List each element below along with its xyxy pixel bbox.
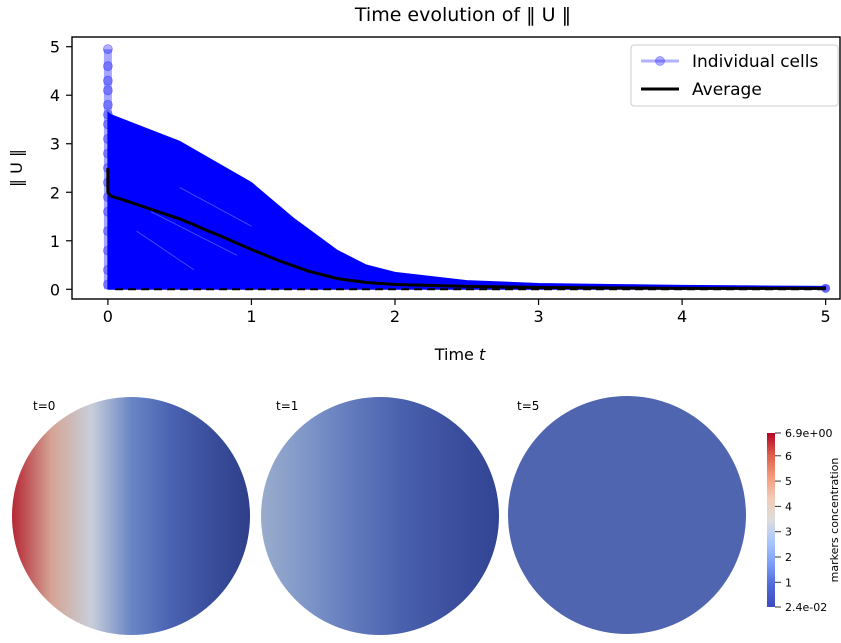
series-individual-cells-marker bbox=[103, 280, 112, 289]
series-individual-cells-band bbox=[108, 112, 826, 289]
colorbar-ticks: 6 5 4 3 2 1 bbox=[775, 433, 792, 607]
panel-label-t0: t=0 bbox=[33, 399, 55, 413]
legend-label-individual: Individual cells bbox=[692, 52, 818, 72]
y-axis-label: ‖ U ‖ bbox=[7, 149, 26, 187]
x-tick-label: 5 bbox=[821, 307, 831, 326]
y-tick-label: 0 bbox=[50, 280, 60, 299]
panel-label-t1: t=1 bbox=[276, 399, 298, 413]
line-chart: Time evolution of ‖ U ‖ 0 1 2 3 4 5 0 1 2 3 4 5 Ti… bbox=[7, 4, 840, 364]
x-axis-label: Time t bbox=[434, 345, 486, 364]
x-tick-label: 1 bbox=[246, 307, 256, 326]
colorbar-max-label: 6.9e+00 bbox=[785, 427, 832, 440]
panel-t1: t=1 bbox=[261, 397, 499, 635]
series-individual-cells-marker bbox=[103, 134, 112, 143]
colorbar-gradient bbox=[767, 433, 775, 607]
y-axis: 0 1 2 3 4 5 bbox=[50, 38, 72, 300]
y-tick-label: 2 bbox=[50, 183, 60, 202]
colorbar-tick-label: 4 bbox=[785, 500, 792, 513]
colorbar-tick-label: 6 bbox=[785, 450, 792, 463]
series-individual-cells-marker bbox=[103, 120, 112, 129]
series-individual-cells-marker bbox=[103, 149, 112, 158]
x-tick-label: 3 bbox=[533, 307, 543, 326]
panel-t5: t=5 bbox=[508, 396, 746, 634]
chart-title: Time evolution of ‖ U ‖ bbox=[354, 4, 571, 26]
colorbar: 6 5 4 3 2 1 6.9e+00 2.4e-02 markers concentra… bbox=[767, 427, 841, 614]
series-individual-cells-marker bbox=[103, 76, 112, 85]
x-axis: 0 1 2 3 4 5 bbox=[103, 299, 831, 326]
series-individual-cells-marker bbox=[103, 86, 112, 95]
series-individual-cells-marker bbox=[103, 45, 112, 54]
colorbar-tick-label: 5 bbox=[785, 475, 792, 488]
series-individual-cells-marker bbox=[103, 62, 112, 71]
panel-label-t5: t=5 bbox=[517, 399, 539, 413]
heatmap-panels: t=0 t=1 t=5 6 5 4 3 2 1 6.9e+00 2.4e-02 marke… bbox=[12, 396, 841, 635]
series-individual-cells-marker bbox=[103, 110, 112, 119]
colorbar-tick-label: 2 bbox=[785, 551, 792, 564]
disc-t1 bbox=[261, 397, 499, 635]
disc-t0 bbox=[12, 397, 250, 635]
disc-t5 bbox=[508, 396, 746, 634]
colorbar-tick-label: 1 bbox=[785, 576, 792, 589]
x-tick-label: 2 bbox=[390, 307, 400, 326]
series-individual-cells-marker bbox=[103, 207, 112, 216]
x-tick-label: 4 bbox=[677, 307, 687, 326]
y-tick-label: 1 bbox=[50, 232, 60, 251]
y-tick-label: 5 bbox=[50, 38, 60, 57]
x-axis-label-var: t bbox=[479, 345, 486, 364]
y-tick-label: 3 bbox=[50, 135, 60, 154]
colorbar-min-label: 2.4e-02 bbox=[785, 601, 827, 614]
panel-t0: t=0 bbox=[12, 397, 250, 635]
colorbar-title: markers concentration bbox=[828, 458, 841, 583]
legend-marker-individual bbox=[656, 57, 665, 66]
legend-label-average: Average bbox=[692, 80, 762, 100]
series-individual-cells-marker bbox=[103, 265, 112, 274]
colorbar-tick-label: 3 bbox=[785, 526, 792, 539]
legend: Individual cells Average bbox=[631, 45, 838, 106]
y-tick-label: 4 bbox=[50, 86, 60, 105]
x-tick-label: 0 bbox=[103, 307, 113, 326]
x-axis-label-text: Time bbox=[434, 345, 479, 364]
series-individual-cells-marker bbox=[103, 227, 112, 236]
series-individual-cells-marker bbox=[103, 100, 112, 109]
series-individual-cells-marker bbox=[103, 246, 112, 255]
